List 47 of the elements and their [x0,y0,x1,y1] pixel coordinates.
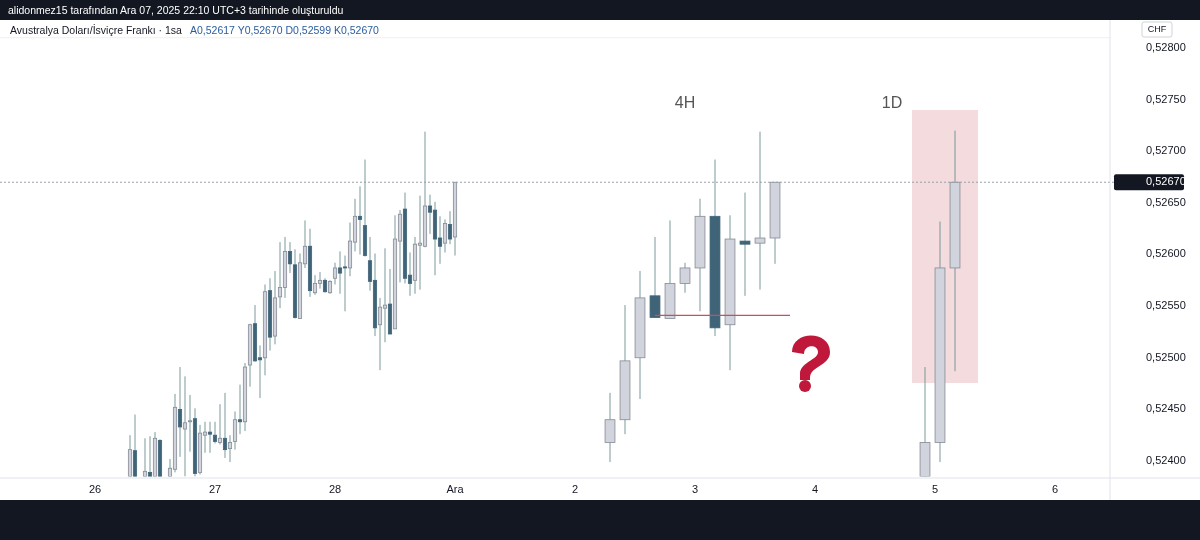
x-tick-label: Ara [446,483,465,495]
candlestick [417,195,423,291]
x-tick-label: 6 [1051,483,1059,495]
text: alidonmez15 tarafından Ara 07, 2025 22:10 UTC+3 tarihinde oluşturuldu [8,4,344,16]
candlestick [357,185,363,256]
candlestick [447,210,453,245]
candlestick [187,394,193,453]
candlestick [382,247,388,343]
y-tick-label: 0,52500 [1146,350,1186,363]
candlestick [442,218,448,253]
x-tick-label: 4 [811,483,819,495]
candlestick [177,366,183,458]
candlestick [217,403,223,445]
candlestick [317,271,323,290]
y-tick-label: 0,52600 [1146,247,1186,260]
y-tick-label: 0,52550 [1146,299,1186,312]
x-tick-label: 26 [88,483,102,495]
y-tick-label: 0,52750 [1146,92,1186,105]
x-tick-label: 27 [208,483,222,495]
candlestick [312,274,318,296]
x-tick-label: 2 [571,483,579,495]
candlestick [222,392,228,459]
y-tick-label: 0,52450 [1146,402,1186,415]
candlestick [342,255,348,312]
candlestick [142,437,148,477]
x-tick-label: 5 [931,483,939,495]
candlestick [212,421,218,444]
y-tick-label: 0,52800 [1146,40,1186,53]
candlestick [207,421,213,454]
annotation: 1D [881,94,903,112]
chart-subtitle: A0,52617 Y0,52670 D0,52599 K0,52670 [189,24,380,36]
candlestick [182,375,188,477]
candlestick [332,262,338,285]
annotation: 4H [674,94,696,112]
y-tick-label: 0,52650 [1146,195,1186,208]
x-tick-label: 28 [328,483,342,495]
y-tick-label: 0,52700 [1146,144,1186,157]
candlestick [337,250,343,295]
candlestick [232,410,238,451]
candlestick [227,434,233,463]
y-axis-title: CHF [1147,24,1167,35]
chart-title: Avustralya Doları/İsviçre Frankı · 1sa [10,24,182,36]
y-tick-label: 0,52400 [1146,453,1186,466]
x-tick-label: 3 [691,483,699,495]
candlestick [237,384,243,435]
candlestick [287,241,293,274]
candlestick [377,297,383,371]
